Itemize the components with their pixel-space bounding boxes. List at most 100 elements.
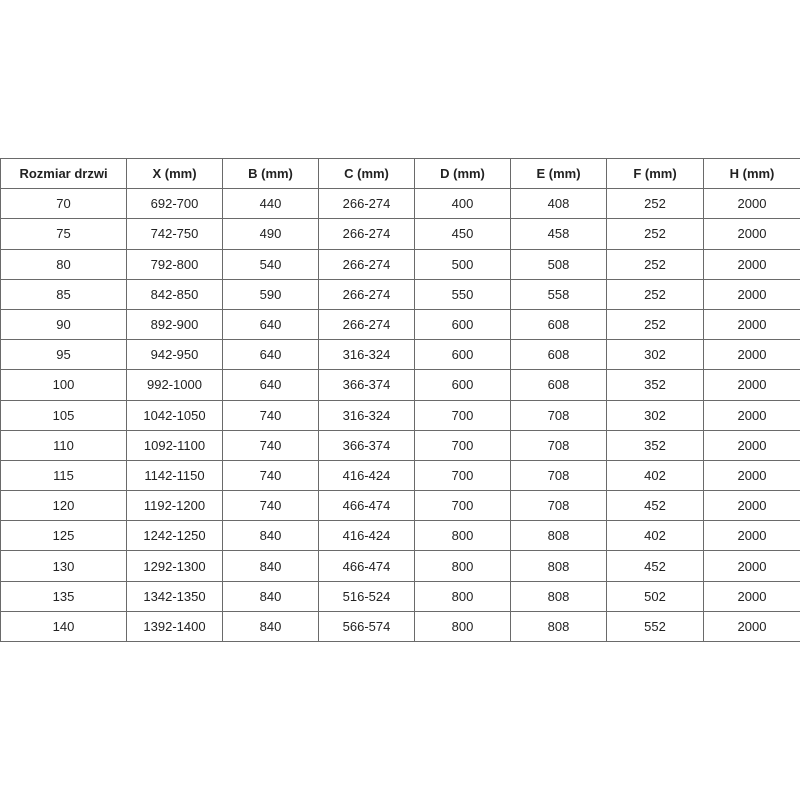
table-cell: 266-274 [318, 218, 415, 250]
table-cell: 266-274 [318, 188, 415, 220]
table-cell: 1392-1400 [126, 610, 223, 643]
table-cell: 402 [606, 459, 704, 492]
table-cell: 600 [414, 369, 511, 401]
table-cell: 2000 [703, 610, 800, 643]
table-cell: 100 [0, 369, 127, 401]
table-cell: 2000 [703, 399, 800, 431]
table-cell: 700 [414, 399, 511, 431]
table-cell: 708 [510, 399, 607, 431]
table-cell: 742-750 [126, 218, 223, 250]
table-cell: 550 [414, 278, 511, 310]
table-cell: 608 [510, 369, 607, 401]
table-cell: 252 [606, 308, 704, 341]
column-header: C (mm) [318, 157, 415, 190]
column-header: E (mm) [510, 157, 607, 190]
table-cell: 640 [222, 369, 319, 401]
table-cell: 2000 [703, 580, 800, 612]
table-cell: 2000 [703, 308, 800, 341]
column-header: D (mm) [414, 157, 511, 190]
column-header: F (mm) [606, 157, 704, 190]
table-row: 125 1242-1250 840 416-424 800 808 402 2000 [0, 520, 800, 552]
table-cell: 135 [0, 580, 127, 612]
table-cell: 2000 [703, 520, 800, 552]
table-cell: 608 [510, 308, 607, 341]
table-cell: 2000 [703, 339, 800, 371]
table-row: 105 1042-1050 740 316-324 700 708 302 2000 [0, 399, 800, 431]
table-cell: 508 [510, 248, 607, 280]
table-cell: 2000 [703, 218, 800, 250]
table-cell: 840 [222, 550, 319, 582]
table-cell: 800 [414, 610, 511, 643]
table-cell: 700 [414, 490, 511, 522]
table-cell: 1242-1250 [126, 520, 223, 552]
table-cell: 808 [510, 520, 607, 552]
table-cell: 1142-1150 [126, 459, 223, 492]
table-cell: 590 [222, 278, 319, 310]
table-cell: 1342-1350 [126, 580, 223, 612]
table-cell: 416-424 [318, 520, 415, 552]
table-cell: 608 [510, 339, 607, 371]
table-cell: 516-524 [318, 580, 415, 612]
table-cell: 366-374 [318, 369, 415, 401]
table-header-row: Rozmiar drzwi X (mm) B (mm) C (mm) D (mm) E (… [0, 157, 800, 190]
table-row: 75 742-750 490 266-274 450 458 252 2000 [0, 218, 800, 250]
table-cell: 458 [510, 218, 607, 250]
table-cell: 2000 [703, 429, 800, 461]
table-cell: 808 [510, 550, 607, 582]
table-cell: 316-324 [318, 399, 415, 431]
table-cell: 708 [510, 459, 607, 492]
table-cell: 440 [222, 188, 319, 220]
table-cell: 266-274 [318, 248, 415, 280]
table-cell: 352 [606, 429, 704, 461]
table-cell: 840 [222, 580, 319, 612]
table-cell: 352 [606, 369, 704, 401]
table-cell: 808 [510, 580, 607, 612]
table-cell: 252 [606, 278, 704, 310]
table-cell: 416-424 [318, 459, 415, 492]
column-header: H (mm) [703, 157, 800, 190]
table-cell: 252 [606, 188, 704, 220]
column-header: B (mm) [222, 157, 319, 190]
table-cell: 316-324 [318, 339, 415, 371]
table-cell: 252 [606, 248, 704, 280]
table-cell: 600 [414, 339, 511, 371]
table-cell: 366-374 [318, 429, 415, 461]
table-cell: 490 [222, 218, 319, 250]
table-cell: 252 [606, 218, 704, 250]
table-row: 100 992-1000 640 366-374 600 608 352 2000 [0, 369, 800, 401]
table-cell: 2000 [703, 369, 800, 401]
table-cell: 95 [0, 339, 127, 371]
table-cell: 130 [0, 550, 127, 582]
table-cell: 708 [510, 429, 607, 461]
table-cell: 842-850 [126, 278, 223, 310]
table-cell: 992-1000 [126, 369, 223, 401]
table-cell: 105 [0, 399, 127, 431]
table-cell: 740 [222, 490, 319, 522]
door-size-table: Rozmiar drzwi X (mm) B (mm) C (mm) D (mm) E (… [0, 157, 800, 643]
table-cell: 2000 [703, 278, 800, 310]
table-cell: 1092-1100 [126, 429, 223, 461]
table-row: 80 792-800 540 266-274 500 508 252 2000 [0, 248, 800, 280]
table-cell: 700 [414, 429, 511, 461]
table-row: 110 1092-1100 740 366-374 700 708 352 2000 [0, 429, 800, 461]
table-row: 90 892-900 640 266-274 600 608 252 2000 [0, 308, 800, 341]
table-cell: 125 [0, 520, 127, 552]
table-row: 85 842-850 590 266-274 550 558 252 2000 [0, 278, 800, 310]
table-cell: 808 [510, 610, 607, 643]
table-cell: 1292-1300 [126, 550, 223, 582]
table-cell: 2000 [703, 248, 800, 280]
table-cell: 566-574 [318, 610, 415, 643]
column-header: Rozmiar drzwi [0, 157, 127, 190]
table-cell: 792-800 [126, 248, 223, 280]
table-cell: 266-274 [318, 308, 415, 341]
table-row: 115 1142-1150 740 416-424 700 708 402 2000 [0, 459, 800, 492]
table-cell: 692-700 [126, 188, 223, 220]
table-cell: 85 [0, 278, 127, 310]
table-cell: 1042-1050 [126, 399, 223, 431]
table-cell: 466-474 [318, 490, 415, 522]
table-cell: 90 [0, 308, 127, 341]
table-cell: 600 [414, 308, 511, 341]
table-cell: 740 [222, 459, 319, 492]
table-cell: 120 [0, 490, 127, 522]
table-cell: 840 [222, 610, 319, 643]
